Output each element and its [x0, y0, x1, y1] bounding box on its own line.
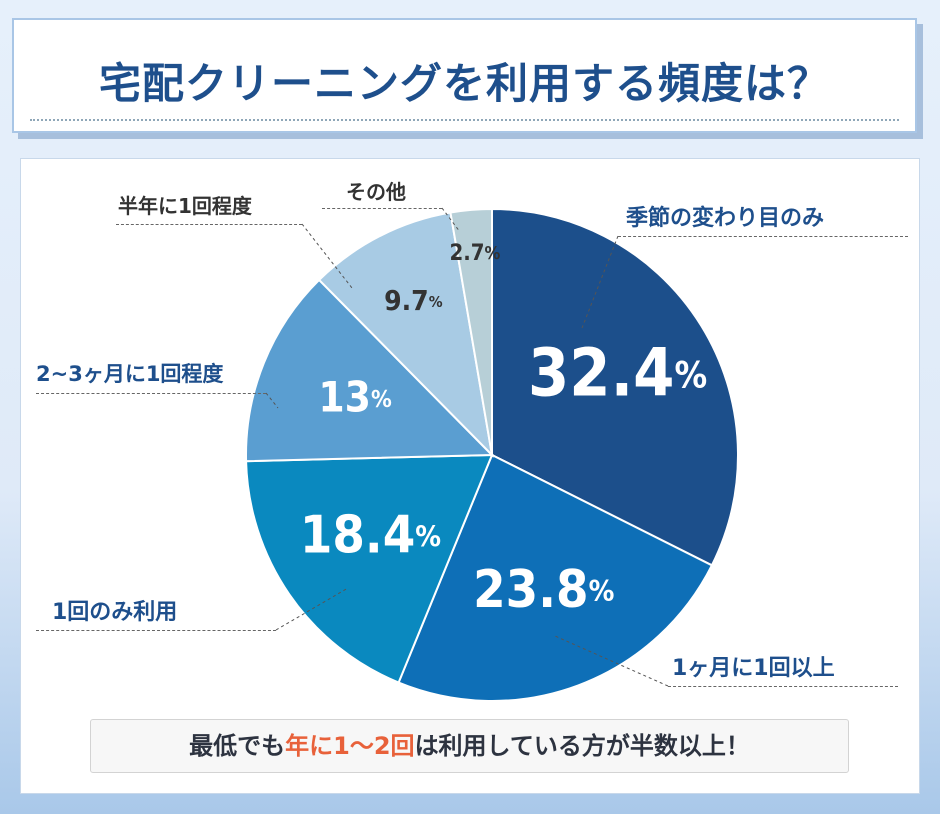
- pie-slice: [245, 278, 495, 463]
- summary-pre: 最低でも: [189, 732, 286, 760]
- label-once: 1回のみ利用: [52, 600, 178, 625]
- leader-line: [275, 587, 349, 631]
- summary-box: 最低でも年に1〜2回は利用している方が半数以上！: [90, 719, 849, 773]
- leader-line: [322, 208, 442, 209]
- leader-line: [668, 686, 898, 687]
- leader-line: [581, 235, 619, 329]
- title-box: 宅配クリーニングを利用する頻度は？: [12, 18, 917, 133]
- leader-line: [116, 224, 302, 225]
- leader-line: [36, 630, 276, 631]
- summary-highlight: 年に1〜2回: [285, 732, 415, 760]
- leader-line: [301, 223, 353, 289]
- label-monthly: 1ヶ月に1回以上: [672, 656, 835, 681]
- leader-line: [36, 393, 266, 394]
- label-2-3-months: 2~3ヶ月に1回程度: [36, 362, 224, 386]
- pie-slice: [449, 207, 493, 456]
- pie-slice: [245, 453, 494, 684]
- label-seasonal: 季節の変わり目のみ: [626, 206, 825, 231]
- leader-line: [618, 236, 908, 237]
- pie-slice: [491, 207, 739, 567]
- label-half-year: 半年に1回程度: [118, 194, 252, 218]
- title-divider: [30, 119, 899, 121]
- pie-slice: [397, 453, 714, 702]
- label-other: その他: [346, 180, 406, 204]
- pie-slice: [317, 211, 494, 458]
- page-title: 宅配クリーニングを利用する頻度は？: [98, 59, 830, 108]
- summary-post: は利用している方が半数以上！: [414, 732, 750, 760]
- leader-line: [441, 207, 461, 233]
- slice-value-label: 2.7%: [449, 241, 500, 266]
- leader-line: [554, 635, 669, 687]
